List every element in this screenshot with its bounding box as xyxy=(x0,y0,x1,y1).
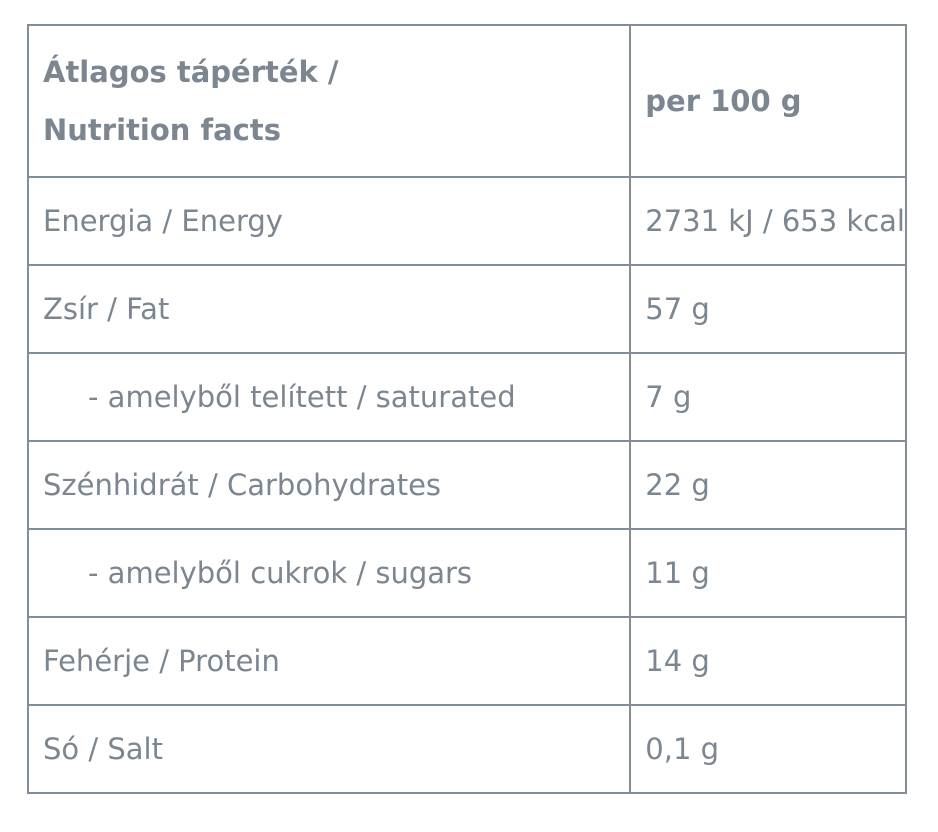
row-value: 0,1 g xyxy=(629,704,907,794)
row-label: Energia / Energy xyxy=(26,176,632,266)
header-label-line2: Nutrition facts xyxy=(43,113,281,147)
table-row: Só / Salt 0,1 g xyxy=(26,704,907,794)
row-value: 14 g xyxy=(629,616,907,706)
row-label: Zsír / Fat xyxy=(26,264,632,354)
row-value: 7 g xyxy=(629,352,907,442)
row-value: 22 g xyxy=(629,440,907,530)
header-label-line1: Átlagos tápérték / xyxy=(43,55,339,89)
header-row: Átlagos tápérték / Nutrition facts per 10… xyxy=(26,24,907,178)
table-row: Energia / Energy 2731 kJ / 653 kcal xyxy=(26,176,907,266)
row-label: Só / Salt xyxy=(26,704,632,794)
table-row: Fehérje / Protein 14 g xyxy=(26,616,907,706)
table-row: - amelyből cukrok / sugars 11 g xyxy=(26,528,907,618)
row-value: 2731 kJ / 653 kcal xyxy=(629,176,907,266)
header-label: Átlagos tápérték / Nutrition facts xyxy=(26,24,632,178)
row-label: Szénhidrát / Carbohydrates xyxy=(26,440,632,530)
table-row: Zsír / Fat 57 g xyxy=(26,264,907,354)
header-value: per 100 g xyxy=(629,24,907,178)
row-label: Fehérje / Protein xyxy=(26,616,632,706)
table-row: - amelyből telített / saturated 7 g xyxy=(26,352,907,442)
row-value: 57 g xyxy=(629,264,907,354)
nutrition-table: Átlagos tápérték / Nutrition facts per 10… xyxy=(26,24,907,794)
row-value: 11 g xyxy=(629,528,907,618)
row-label: - amelyből telített / saturated xyxy=(26,352,632,442)
row-label: - amelyből cukrok / sugars xyxy=(26,528,632,618)
table-row: Szénhidrát / Carbohydrates 22 g xyxy=(26,440,907,530)
